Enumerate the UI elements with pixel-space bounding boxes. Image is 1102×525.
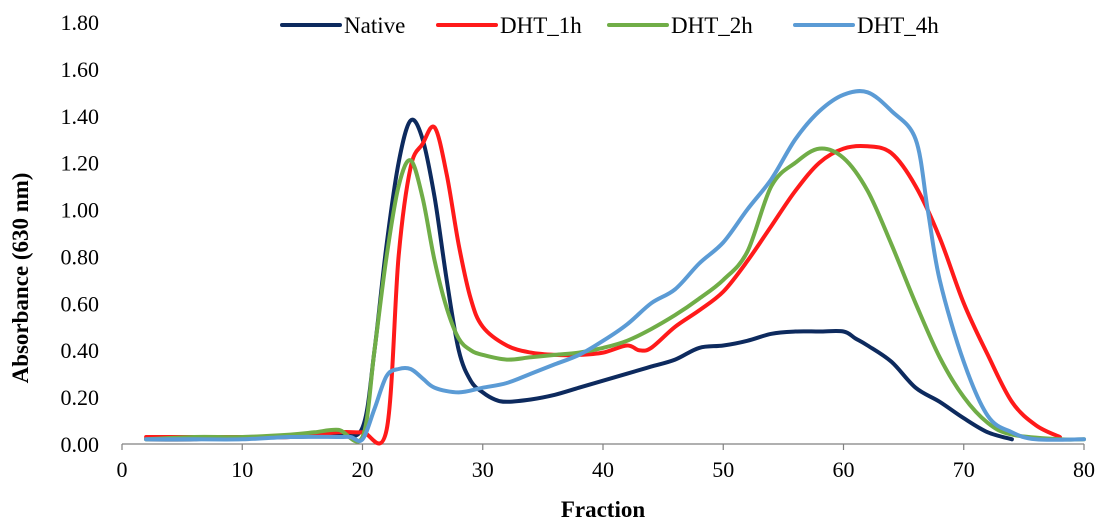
y-tick-label: 1.40 [61, 104, 100, 129]
legend-label: Native [344, 13, 405, 38]
x-tick-label: 10 [231, 457, 253, 482]
x-tick-label: 80 [1073, 457, 1095, 482]
x-tick-label: 50 [712, 457, 734, 482]
y-tick-label: 0.60 [61, 291, 100, 316]
x-tick-label: 20 [352, 457, 374, 482]
x-tick-label: 70 [953, 457, 975, 482]
legend-label: DHT_1h [500, 13, 582, 38]
y-tick-label: 1.80 [61, 10, 100, 35]
y-axis-title: Absorbance (630 nm) [8, 173, 33, 384]
y-tick-label: 0.20 [61, 385, 100, 410]
legend: Native DHT_1h DHT_2h DHT_4h [280, 13, 939, 38]
x-tick-label: 60 [833, 457, 855, 482]
y-tick-label: 0.00 [61, 432, 100, 457]
series-line-native [144, 117, 1014, 442]
series-line-dht-4h [144, 89, 1086, 443]
y-axis-ticks: 0.00 0.20 0.40 0.60 0.80 1.00 1.20 1.40 1.60 1.80 [61, 10, 100, 457]
x-tick-label: 40 [592, 457, 614, 482]
legend-label: DHT_2h [671, 13, 753, 38]
y-tick-label: 1.00 [61, 198, 100, 223]
y-tick-label: 0.80 [61, 244, 100, 269]
y-tick-label: 0.40 [61, 338, 100, 363]
x-tick-label: 0 [117, 457, 128, 482]
series-lines [144, 89, 1086, 446]
y-tick-label: 1.60 [61, 57, 100, 82]
y-tick-label: 1.20 [61, 151, 100, 176]
series-line-dht-1h [144, 124, 1062, 446]
x-axis-title: Fraction [561, 497, 646, 522]
x-tick-label: 30 [472, 457, 494, 482]
series-line-dht-2h [144, 146, 1086, 444]
legend-label: DHT_4h [857, 13, 939, 38]
x-axis-ticks: 0 10 20 30 40 50 60 70 80 [117, 444, 1095, 482]
plot-area: 0 10 20 30 40 50 60 70 80 0.00 0.20 0.40 0.60 0.80 1.… [61, 10, 1096, 482]
